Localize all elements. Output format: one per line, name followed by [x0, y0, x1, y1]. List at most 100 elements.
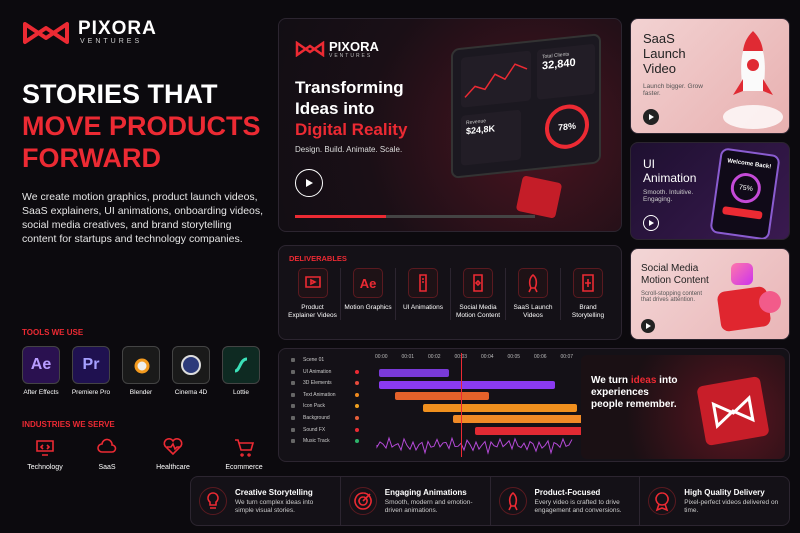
icon-glyph [473, 274, 483, 292]
progress-ring: 78% [545, 102, 589, 152]
deliverables-card: DELIVERABLES Product Explainer Videos Ae M… [278, 245, 622, 340]
side-card: UI Animation Smooth. Intuitive. Engaging… [630, 142, 790, 240]
industry-label: SaaS [98, 464, 116, 471]
side-card: SaaS Launch Video Launch bigger. Grow fa… [630, 18, 790, 134]
phone: Welcome Back! 75% [709, 147, 781, 239]
tool-icon [122, 346, 160, 384]
tool-icon [172, 346, 210, 384]
card-subtitle: Scroll-stopping content that drives atte… [641, 291, 703, 303]
layer-label: UI Animation [303, 368, 332, 375]
tools-list: Ae After Effects Pr Premiere Pro Blender Cine… [20, 346, 262, 396]
chart-sparkline [464, 63, 528, 98]
feature-icon [348, 487, 377, 515]
progress-fill [295, 215, 387, 218]
industry-item: Healthcare [142, 436, 204, 471]
deliverable-item: Social Media Motion Content [450, 268, 505, 320]
promo-panel: We turn ideas into experiences people re… [581, 355, 785, 459]
tool-label: After Effects [23, 389, 59, 396]
title-line: UI [643, 157, 655, 171]
play-button[interactable] [643, 215, 659, 231]
feature-description: Pixel-perfect videos delivered on time. [684, 498, 779, 514]
play-button[interactable] [641, 319, 655, 333]
feature-icon [648, 487, 677, 515]
deliverable-item: SaaS Launch Videos [505, 268, 560, 320]
promo-part: into experiences people remember. [591, 375, 678, 410]
layer-dot [291, 427, 295, 432]
title-line: SaaS [643, 31, 675, 46]
industry-item: Technology [14, 436, 76, 471]
layer-swatch [355, 369, 359, 374]
tool-icon [222, 346, 260, 384]
brand-name: PIXORA [78, 18, 157, 39]
headline-line: Transforming [295, 78, 404, 97]
time-label: 00:04 [481, 354, 494, 360]
feature-icon [498, 487, 527, 515]
heart-bubble [759, 291, 781, 313]
headline-line: FORWARD [22, 143, 161, 173]
layer-swatch [355, 416, 359, 420]
play-button[interactable] [643, 109, 659, 125]
layer-label: Icon Pack [303, 403, 325, 410]
feature-text: Engaging Animations Smooth, modern and em… [385, 488, 482, 515]
deliverable-item: UI Animations [395, 268, 450, 320]
layer-swatch [355, 381, 359, 386]
feature-description: Smooth, modern and emotion-driven animat… [384, 498, 473, 514]
layer-dot [291, 358, 295, 362]
brand-name: PIXORA [329, 39, 379, 54]
icon-glyph [354, 492, 372, 510]
tool-icon: Pr [72, 346, 110, 384]
promo-part: We turn [591, 375, 631, 386]
deliverable-icon: Ae [353, 268, 383, 298]
deliverable-label: UI Animations [402, 304, 444, 311]
stat-panel: Total Clients 32,840 [537, 43, 595, 100]
screen-title: Welcome Back! [726, 158, 772, 171]
icon-glyph [304, 276, 321, 288]
industry-label: Technology [27, 464, 63, 471]
track-bar [423, 403, 577, 412]
deliverable-label: Motion Graphics [344, 304, 392, 311]
layer-swatch [355, 439, 359, 444]
feature-title: Engaging Animations [384, 487, 467, 497]
promo-cube [696, 375, 770, 447]
track-bar [475, 427, 583, 435]
tool-item: Blender [120, 346, 162, 396]
industry-label: Healthcare [156, 464, 190, 471]
icon-glyph [163, 437, 183, 456]
timeline-card: Scene 01 UI Animation 3D Elements Text Anim… [278, 348, 790, 462]
track-bar [379, 369, 449, 377]
layer-dot [291, 404, 295, 409]
icon-glyph [134, 358, 150, 374]
card-title: Social Media Motion Content [641, 263, 709, 287]
layer-dot [291, 416, 295, 420]
headline: STORIES THAT MOVE PRODUCTS FORWARD [22, 78, 261, 174]
time-label: 00:00 [375, 354, 388, 360]
icon-glyph [528, 273, 538, 293]
decor-cube [515, 175, 563, 219]
icon-glyph [234, 357, 248, 373]
feature-title: Product-Focused [534, 487, 601, 497]
play-button[interactable] [295, 169, 323, 197]
layer-label: 3D Elements [303, 380, 332, 387]
showcase-card: PIXORA VENTURES Transforming Ideas into … [278, 18, 622, 232]
play-icon [649, 114, 654, 120]
icon-glyph [582, 274, 594, 292]
layer-dot [291, 381, 295, 386]
brand-tagline: VENTURES [80, 38, 143, 45]
title-line: Video [643, 61, 677, 76]
waveform-svg [376, 436, 573, 455]
card-subtitle: Launch bigger. Grow faster. [643, 83, 703, 97]
track-bar [453, 415, 583, 424]
progress-track [295, 215, 535, 218]
deliverable-icon [297, 268, 328, 298]
deliverable-label: SaaS Launch Videos [513, 304, 553, 319]
side-card: Social Media Motion Content Scroll-stopp… [630, 248, 790, 340]
section-title: DELIVERABLES [289, 254, 347, 263]
layer-label: Music Track [303, 438, 330, 445]
tool-label: Blender [129, 389, 153, 396]
screen-ring: 75% [728, 171, 763, 205]
card-title: SaaS Launch Video [643, 31, 686, 76]
title-line: Social Media [641, 263, 699, 274]
section-title: TOOLS WE USE [22, 328, 84, 337]
layer-label: Sound FX [303, 426, 326, 433]
logo-mark [23, 22, 69, 44]
